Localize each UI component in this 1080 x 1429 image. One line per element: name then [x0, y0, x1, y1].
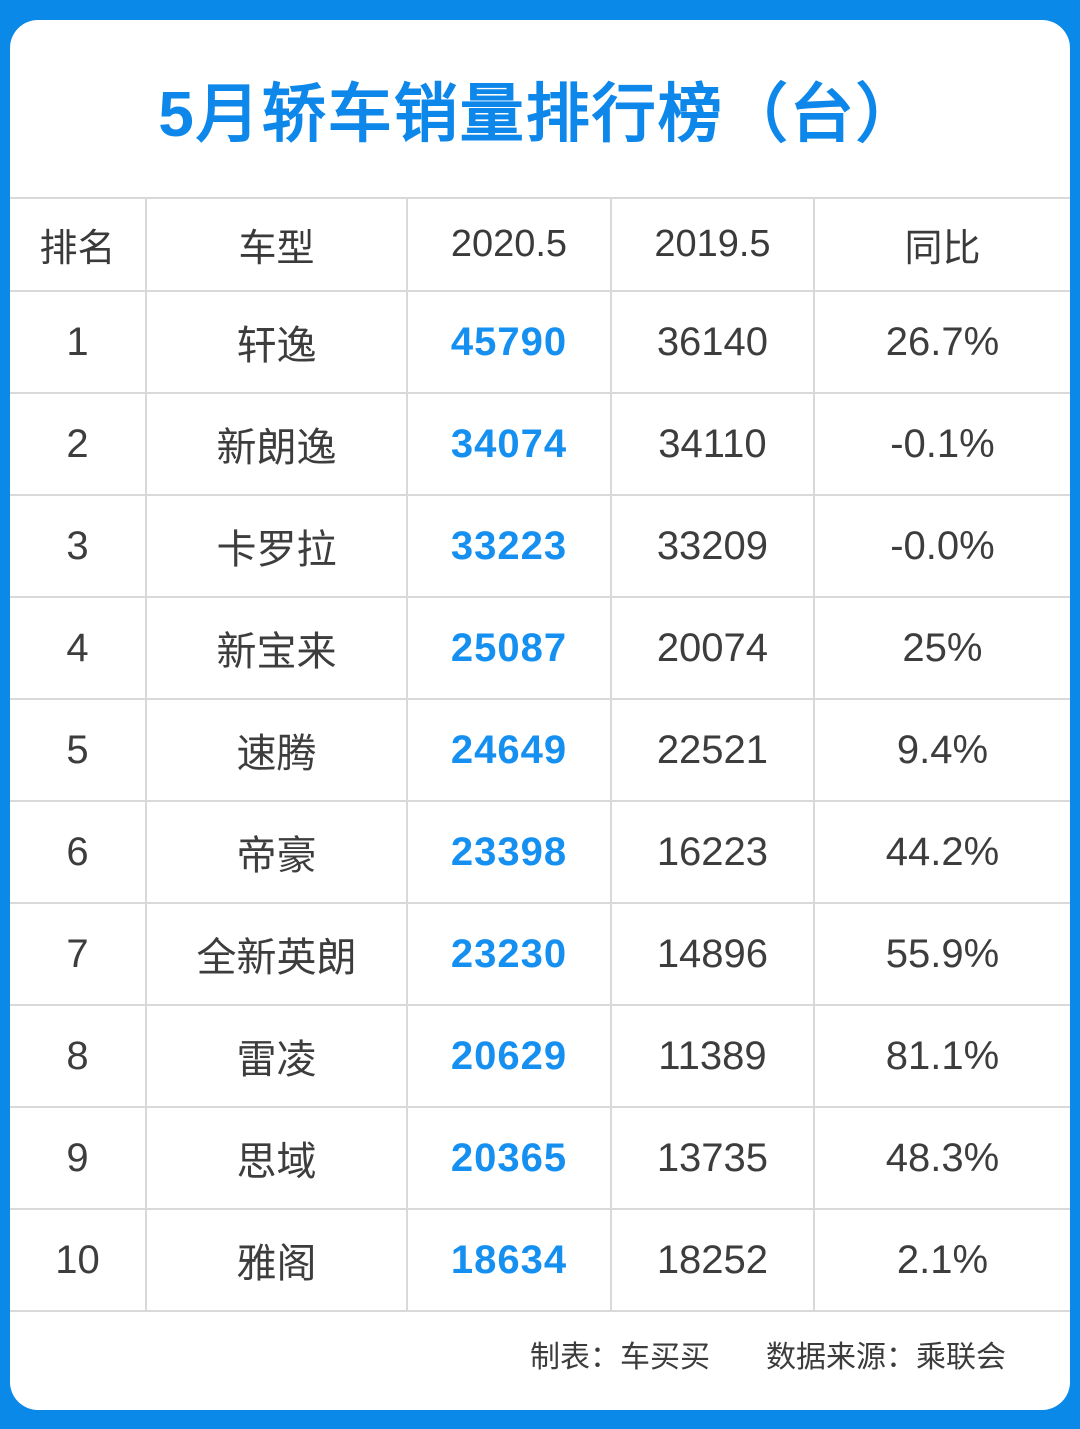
yoy-cell: 26.7%	[812, 292, 1070, 394]
sales-2020-cell: 20629	[406, 1006, 610, 1108]
yoy-cell: 2.1%	[812, 1210, 1070, 1312]
sales-2019-cell: 14896	[609, 904, 813, 1006]
table-row: 5 速腾 24649 22521 9.4%	[10, 700, 1070, 802]
rank-cell: 2	[10, 394, 146, 496]
model-cell: 新宝来	[145, 598, 406, 700]
sales-2020-cell: 20365	[406, 1108, 610, 1210]
model-cell: 新朗逸	[145, 394, 406, 496]
rank-cell: 6	[10, 802, 146, 904]
sales-2020-cell: 34074	[406, 394, 610, 496]
rank-cell: 4	[10, 598, 146, 700]
sales-2020-cell: 23230	[406, 904, 610, 1006]
footer-maker-note: 制表：车买买	[530, 1341, 710, 1374]
model-cell: 思域	[145, 1108, 406, 1210]
title-area: 5月轿车销量排行榜（台）	[10, 20, 1070, 197]
sales-2019-cell: 11389	[609, 1006, 813, 1108]
sales-2019-cell: 36140	[609, 292, 813, 394]
model-cell: 轩逸	[145, 292, 406, 394]
page-title: 5月轿车销量排行榜（台）	[158, 77, 922, 150]
model-cell: 卡罗拉	[145, 496, 406, 598]
sales-2019-cell: 34110	[609, 394, 813, 496]
model-cell: 全新英朗	[145, 904, 406, 1006]
yoy-cell: 9.4%	[812, 700, 1070, 802]
yoy-cell: -0.1%	[812, 394, 1070, 496]
sales-2020-cell: 25087	[406, 598, 610, 700]
model-cell: 雷凌	[145, 1006, 406, 1108]
yoy-cell: 44.2%	[812, 802, 1070, 904]
yoy-cell: 25%	[812, 598, 1070, 700]
yoy-cell: 81.1%	[812, 1006, 1070, 1108]
footer-source-note: 数据来源：乘联会	[766, 1341, 1006, 1374]
sales-2020-cell: 18634	[406, 1210, 610, 1312]
sales-2019-cell: 16223	[609, 802, 813, 904]
table-body: 1 轩逸 45790 36140 26.7% 2 新朗逸 34074 34110…	[10, 292, 1070, 1312]
table-row: 3 卡罗拉 33223 33209 -0.0%	[10, 496, 1070, 598]
rank-cell: 5	[10, 700, 146, 802]
table-row: 7 全新英朗 23230 14896 55.9%	[10, 904, 1070, 1006]
sales-2020-cell: 45790	[406, 292, 610, 394]
rank-cell: 7	[10, 904, 146, 1006]
model-cell: 雅阁	[145, 1210, 406, 1312]
model-cell: 速腾	[145, 700, 406, 802]
sales-2020-cell: 24649	[406, 700, 610, 802]
table-row: 6 帝豪 23398 16223 44.2%	[10, 802, 1070, 904]
rank-cell: 10	[10, 1210, 146, 1312]
table-row: 2 新朗逸 34074 34110 -0.1%	[10, 394, 1070, 496]
rank-cell: 9	[10, 1108, 146, 1210]
yoy-cell: 55.9%	[812, 904, 1070, 1006]
table-row: 10 雅阁 18634 18252 2.1%	[10, 1210, 1070, 1312]
sales-2019-cell: 20074	[609, 598, 813, 700]
yoy-cell: -0.0%	[812, 496, 1070, 598]
col-header-model: 车型	[145, 199, 406, 292]
table-row: 1 轩逸 45790 36140 26.7%	[10, 292, 1070, 394]
table-header-row: 排名 车型 2020.5 2019.5 同比	[10, 197, 1070, 292]
col-header-yoy: 同比	[812, 199, 1070, 292]
sales-2019-cell: 22521	[609, 700, 813, 802]
table-row: 8 雷凌 20629 11389 81.1%	[10, 1006, 1070, 1108]
footer-notes: 制表：车买买 数据来源：乘联会	[10, 1332, 1070, 1376]
table-row: 4 新宝来 25087 20074 25%	[10, 598, 1070, 700]
card-panel: 5月轿车销量排行榜（台） 排名 车型 2020.5 2019.5 同比 1 轩逸…	[10, 20, 1070, 1410]
sales-2019-cell: 18252	[609, 1210, 813, 1312]
rank-cell: 3	[10, 496, 146, 598]
sales-2020-cell: 33223	[406, 496, 610, 598]
table-row: 9 思域 20365 13735 48.3%	[10, 1108, 1070, 1210]
col-header-sales-2019: 2019.5	[609, 199, 813, 292]
yoy-cell: 48.3%	[812, 1108, 1070, 1210]
sales-2019-cell: 13735	[609, 1108, 813, 1210]
rank-cell: 8	[10, 1006, 146, 1108]
rank-cell: 1	[10, 292, 146, 394]
col-header-sales-2020: 2020.5	[406, 199, 610, 292]
col-header-rank: 排名	[10, 199, 146, 292]
model-cell: 帝豪	[145, 802, 406, 904]
sales-2019-cell: 33209	[609, 496, 813, 598]
sales-2020-cell: 23398	[406, 802, 610, 904]
